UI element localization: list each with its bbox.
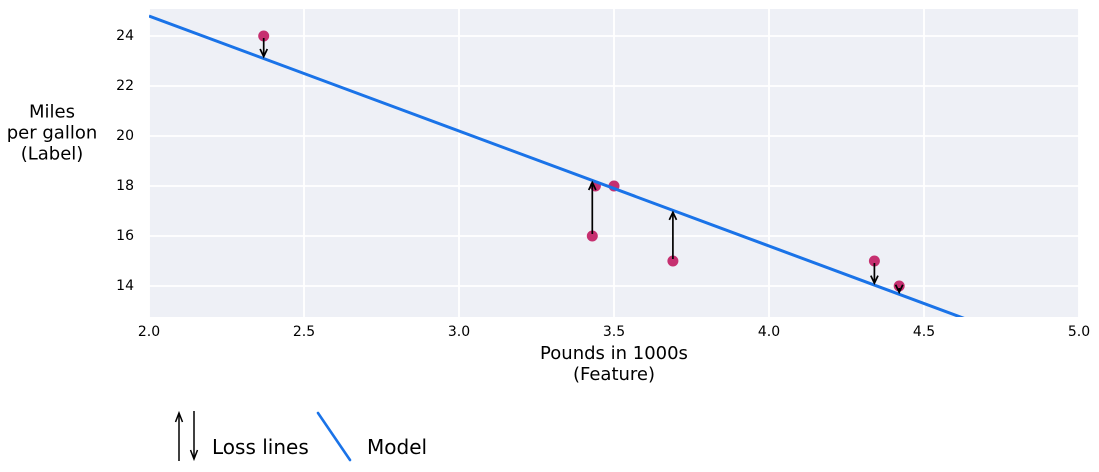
y-tick-label: 16 <box>116 228 134 244</box>
data-point <box>667 255 679 267</box>
loss-lines-icon <box>174 410 199 462</box>
loss-arrow-head <box>894 284 904 295</box>
data-point <box>258 30 270 42</box>
y-axis-label-line: Miles <box>29 101 75 123</box>
x-axis-label-line: Pounds in 1000s <box>540 343 688 364</box>
y-axis-label: Miles per gallon (Label) <box>0 101 104 164</box>
y-axis-label-line: per gallon <box>6 122 98 144</box>
legend: Loss lines Model <box>166 405 466 467</box>
y-axis-label-line: (Label) <box>20 143 84 165</box>
legend-model-label: Model <box>367 435 428 459</box>
data-point <box>893 280 905 292</box>
loss-arrow-head <box>668 210 678 221</box>
x-tick-label: 4.0 <box>757 324 781 340</box>
x-axis-label: Pounds in 1000s (Feature) <box>540 343 688 385</box>
x-axis-label-line: (Feature) <box>572 364 656 386</box>
model-line-icon <box>316 411 352 462</box>
data-point <box>868 255 880 267</box>
y-tick-label: 14 <box>116 278 134 294</box>
plot-area <box>149 9 1079 317</box>
loss-arrow-head <box>259 48 269 59</box>
x-tick-label: 4.5 <box>912 324 936 340</box>
y-tick-label: 20 <box>116 128 134 144</box>
model-line <box>149 14 965 317</box>
loss-arrow-head <box>870 275 879 286</box>
x-tick-label: 2.0 <box>137 324 161 340</box>
y-axis-ticks: 14 16 18 20 22 24 <box>0 0 140 472</box>
loss-arrow-head <box>587 180 597 191</box>
y-tick-label: 18 <box>116 178 134 194</box>
x-tick-label: 3.0 <box>447 324 471 340</box>
legend-loss-label: Loss lines <box>212 435 309 459</box>
x-tick-label: 5.0 <box>1067 324 1091 340</box>
x-tick-label: 2.5 <box>292 324 316 340</box>
y-tick-label: 22 <box>116 78 134 94</box>
data-point <box>586 230 598 242</box>
x-tick-label: 3.5 <box>602 324 626 340</box>
y-tick-label: 24 <box>116 28 134 44</box>
